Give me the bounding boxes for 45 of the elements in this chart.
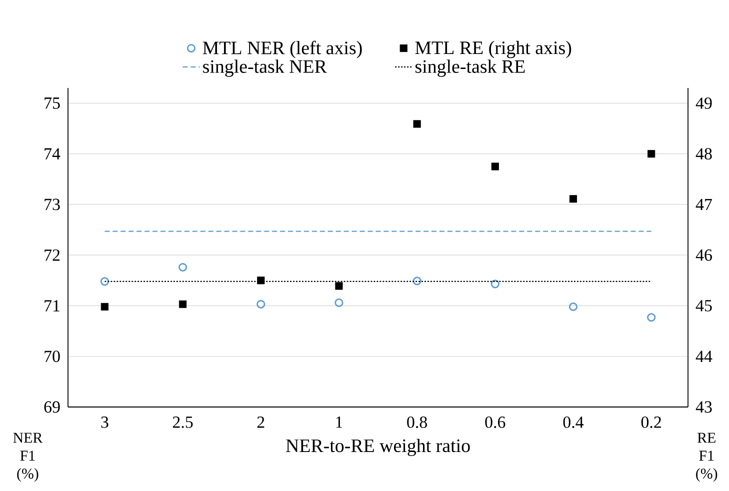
point	[257, 276, 265, 284]
point	[569, 195, 578, 203]
point	[647, 313, 656, 322]
x-tick-label: 0.8	[407, 416, 427, 428]
x-tick-label: 2.5	[172, 416, 193, 428]
point	[100, 277, 109, 286]
point	[490, 280, 500, 288]
y-tick-label: 74	[44, 148, 60, 160]
x-tick-label: 0.6	[485, 416, 506, 428]
point	[412, 276, 422, 286]
point	[178, 262, 188, 272]
y-tick-label: 75	[44, 98, 60, 109]
point	[335, 282, 343, 290]
point	[256, 300, 266, 308]
y-tick-label: 72	[44, 249, 60, 261]
y-tick-label: 73	[44, 198, 60, 210]
y2-tick-label: 49	[696, 97, 712, 109]
point	[568, 302, 578, 312]
point	[100, 302, 108, 311]
point	[334, 298, 344, 307]
point	[491, 162, 499, 170]
legend-label: single-task NER	[203, 60, 327, 77]
legend-label: MTL RE (right axis)	[415, 40, 572, 58]
x-axis-title: NER-to-RE weight ratio	[286, 438, 470, 456]
y2-tick-label: 46	[696, 249, 712, 261]
point	[179, 300, 187, 308]
y-tick-label: 69	[44, 401, 60, 413]
y-axis-title: NER F1 (%)	[13, 432, 43, 482]
y2-tick-label: 47	[696, 198, 712, 210]
y2-tick-label: 45	[696, 300, 712, 312]
y-tick-label: 70	[44, 350, 60, 362]
x-tick-label: 2	[257, 416, 264, 428]
x-tick-label: 0.4	[563, 416, 584, 428]
y2-tick-label: 43	[696, 401, 712, 413]
point	[413, 120, 421, 128]
y2-tick-label: 48	[696, 148, 712, 160]
y2-tick-label: 44	[696, 350, 712, 362]
legend-label: MTL NER (left axis)	[202, 40, 362, 58]
x-tick-label: 1	[336, 416, 342, 428]
point	[648, 150, 656, 158]
y2-axis-title: RE F1 (%)	[696, 432, 718, 482]
x-tick-label: 3	[101, 416, 108, 428]
x-tick-label: 0.2	[641, 416, 661, 428]
y-tick-label: 71	[44, 300, 60, 312]
legend-label: single-task RE	[415, 60, 525, 77]
